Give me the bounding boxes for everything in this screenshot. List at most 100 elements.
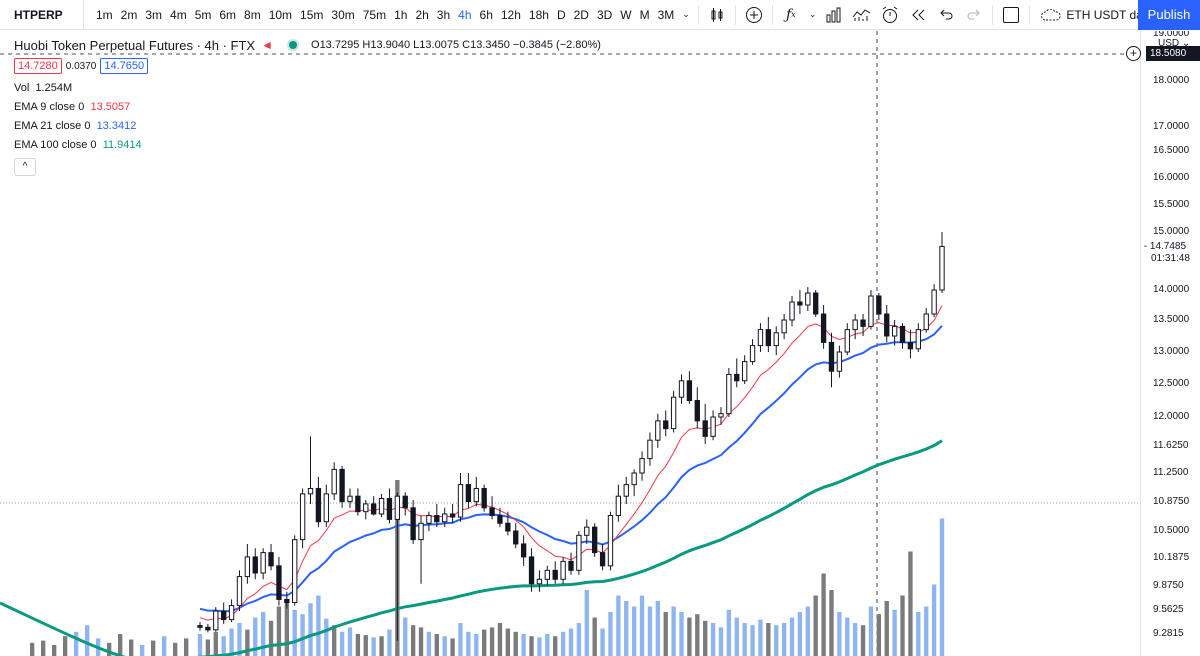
interval-W[interactable]: W [620,7,632,22]
buy-button[interactable]: 14.7650 [100,58,149,74]
interval-3D[interactable]: 3D [596,7,613,22]
volume-bar [592,617,597,656]
price-axis[interactable]: 19.0000 18.0000 17.0000 16.5000 16.0000 15.50… [1140,31,1200,656]
interval-1h[interactable]: 1h [394,7,408,22]
interval-12h[interactable]: 12h [500,7,521,22]
volume-bar [695,614,700,656]
symbol-search[interactable]: HTPERP [0,0,84,30]
ema9-value: 13.5057 [90,101,131,113]
volume-bar [74,631,79,656]
interval-3h[interactable]: 3h [436,7,451,22]
volume-bar [332,625,337,656]
crosshair-price-label: 18.5080 [1146,46,1200,61]
volume-bar [710,623,716,656]
interval-6h[interactable]: 6h [479,7,493,22]
price-axis-label: 9.5625 [1153,604,1184,615]
market-status-icon[interactable] [289,41,297,49]
save-icon[interactable] [1003,6,1020,23]
volume-bar [324,618,329,656]
volume-bar [734,617,739,656]
publish-button[interactable]: Publish [1138,0,1200,30]
financials-icon[interactable] [820,0,848,30]
add-compare-icon[interactable] [740,0,768,30]
volume-bar [505,628,511,656]
symbol-title[interactable]: Huobi Token Perpetual Futures · 4h · FTX [14,37,256,53]
volume-bar [316,595,321,656]
volume-bar [845,617,850,656]
templates-icon[interactable] [848,0,876,30]
candle-body [236,576,243,607]
indicator-ema21[interactable]: EMA 21 close 0 13.3412 [14,120,137,132]
volume-bar [892,609,897,656]
candle-body [813,292,819,315]
add-alert-plus-icon[interactable]: + [1126,46,1141,61]
interval-2h[interactable]: 2h [415,7,429,22]
volume-bar [450,638,455,656]
interval-4h[interactable]: 4h [458,7,472,22]
redo-icon[interactable] [960,0,988,30]
alert-icon[interactable] [876,0,904,30]
indicator-ema9[interactable]: EMA 9 close 0 13.5057 [14,101,131,113]
candle-body [915,329,921,350]
interval-4m[interactable]: 4m [170,7,187,22]
interval-18h[interactable]: 18h [528,7,549,22]
interval-D[interactable]: D [556,7,566,22]
volume-bar [624,601,629,656]
interval-75m[interactable]: 75m [362,7,387,22]
volume-bar [829,590,834,656]
interval-1m[interactable]: 1m [96,7,113,22]
interval-3M[interactable]: 3M [657,7,675,22]
candle-body [884,313,890,337]
volume-bar [52,645,57,656]
flag-icon[interactable]: ◄ [261,38,273,52]
volume-bar [489,627,495,656]
currency-select[interactable]: USD ⌄ [1156,38,1193,49]
volume-bar [647,606,653,656]
volume-bar [781,623,787,656]
price-axis-label: 17.0000 [1153,121,1190,132]
indicator-vol[interactable]: Vol 1.254M [14,82,73,94]
candle-body [260,552,266,574]
interval-M[interactable]: M [639,7,650,22]
interval-10m[interactable]: 10m [268,7,293,22]
interval-2m[interactable]: 2m [120,7,138,22]
interval-5m[interactable]: 5m [194,7,212,22]
volume-bar [789,617,795,656]
chart-legend: Huobi Token Perpetual Futures · 4h · FTX… [14,36,601,176]
interval-15m[interactable]: 15m [300,7,324,22]
chevron-down-icon[interactable]: ⌄ [808,9,817,19]
volume-bar [600,628,605,656]
interval-2D[interactable]: 2D [573,7,589,22]
volume-bar [30,642,35,656]
candle-body [465,484,472,503]
replay-icon[interactable] [904,0,932,30]
volume-bar [876,614,882,656]
candle-body [284,598,290,604]
sell-button[interactable]: 14.7280 [14,58,62,74]
candle-body [757,329,764,347]
chart-pane[interactable] [0,31,1140,656]
volume-bar [107,642,112,656]
volume-bar [939,518,945,656]
volume-bar [766,623,771,656]
candle-body [378,498,385,515]
interval-30m[interactable]: 30m [331,7,355,22]
interval-6m[interactable]: 6m [219,7,237,22]
undo-icon[interactable] [932,0,960,30]
candle-body [386,498,393,520]
chevron-down-icon[interactable]: ⌄ [682,9,690,19]
volume-bar [931,584,937,656]
volume-bar [268,620,274,656]
price-chart[interactable] [0,31,1140,656]
interval-8m[interactable]: 8m [244,7,261,22]
volume-bar [742,623,747,656]
candle-body [710,416,716,437]
indicator-ema100[interactable]: EMA 100 close 0 11.9414 [14,139,142,151]
interval-3m[interactable]: 3m [145,7,163,22]
bar-style-icon[interactable] [703,0,731,30]
candle-body [599,552,606,567]
candle-body [473,487,479,503]
volume-bar [129,639,134,656]
collapse-legend-button[interactable]: ^ [14,158,36,176]
